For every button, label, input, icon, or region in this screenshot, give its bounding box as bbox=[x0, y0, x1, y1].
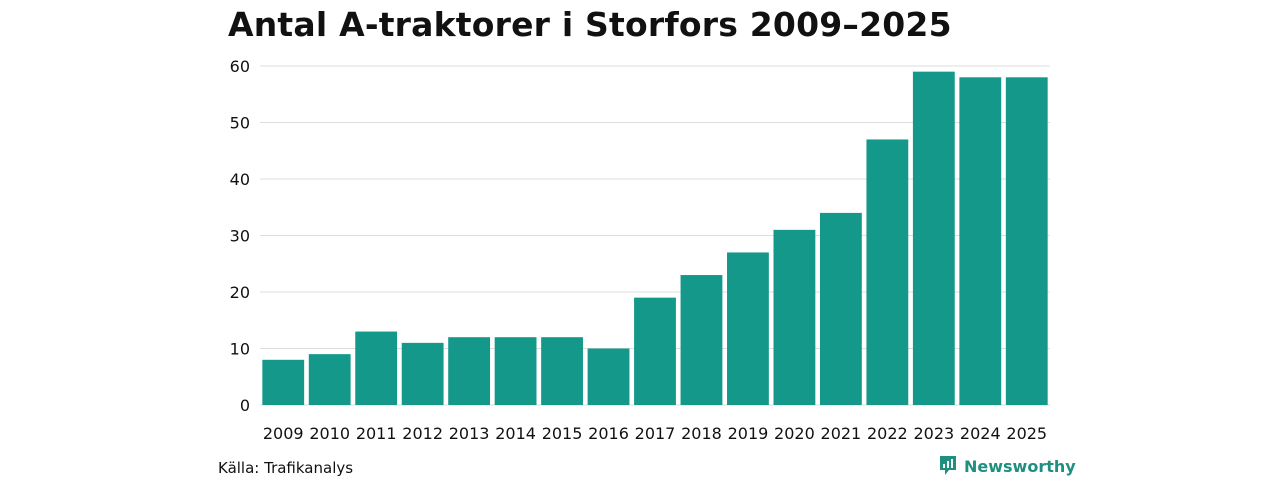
y-tick-label: 40 bbox=[230, 170, 250, 189]
x-tick-label: 2022 bbox=[867, 424, 908, 443]
x-tick-label: 2012 bbox=[402, 424, 443, 443]
bar-2016 bbox=[587, 348, 630, 405]
bar-2009 bbox=[262, 359, 305, 405]
bar-2023 bbox=[912, 71, 955, 406]
bar-2012 bbox=[401, 342, 444, 405]
x-tick-label: 2016 bbox=[588, 424, 629, 443]
x-tick-label: 2023 bbox=[913, 424, 954, 443]
x-tick-label: 2013 bbox=[449, 424, 490, 443]
x-tick-label: 2018 bbox=[681, 424, 722, 443]
x-tick-label: 2021 bbox=[821, 424, 862, 443]
bar-2024 bbox=[959, 77, 1002, 406]
x-tick-label: 2009 bbox=[263, 424, 304, 443]
brand-name: Newsworthy bbox=[964, 456, 1076, 476]
y-axis-ticks: 0 10 20 30 40 50 60 bbox=[230, 57, 250, 415]
bar-2015 bbox=[541, 337, 583, 405]
bar-2021 bbox=[819, 212, 862, 405]
bar-2020 bbox=[773, 229, 816, 405]
source-note: Källa: Trafikanalys bbox=[218, 459, 354, 477]
x-tick-label: 2015 bbox=[542, 424, 583, 443]
x-tick-label: 2011 bbox=[356, 424, 397, 443]
y-tick-label: 10 bbox=[230, 340, 250, 359]
x-tick-label: 2025 bbox=[1006, 424, 1047, 443]
y-tick-label: 50 bbox=[230, 114, 250, 133]
bar-2025 bbox=[1005, 77, 1048, 406]
bar-2013 bbox=[448, 337, 491, 405]
newsworthy-icon bbox=[940, 456, 956, 475]
bar-2017 bbox=[634, 297, 676, 405]
x-tick-label: 2020 bbox=[774, 424, 815, 443]
y-tick-label: 30 bbox=[230, 227, 250, 246]
bar-2011 bbox=[355, 331, 398, 405]
x-tick-label: 2014 bbox=[495, 424, 536, 443]
y-tick-label: 0 bbox=[240, 396, 250, 415]
x-tick-label: 2019 bbox=[728, 424, 769, 443]
bar-2018 bbox=[680, 275, 723, 405]
bar-2010 bbox=[308, 354, 351, 405]
bars bbox=[262, 71, 1048, 406]
x-tick-label: 2024 bbox=[960, 424, 1001, 443]
x-axis-ticks: 2009 2010 2011 2012 2013 2014 2015 2016 2017 2018… bbox=[263, 424, 1047, 443]
bar-2022 bbox=[866, 139, 909, 405]
chart-title: Antal A-traktorer i Storfors 2009–2025 bbox=[228, 5, 952, 44]
y-tick-label: 60 bbox=[230, 57, 250, 76]
bar-2019 bbox=[727, 252, 769, 405]
y-tick-label: 20 bbox=[230, 283, 250, 302]
bar-2014 bbox=[494, 337, 537, 405]
x-tick-label: 2017 bbox=[635, 424, 676, 443]
x-tick-label: 2010 bbox=[309, 424, 350, 443]
brand-logo: Newsworthy bbox=[938, 455, 1076, 477]
